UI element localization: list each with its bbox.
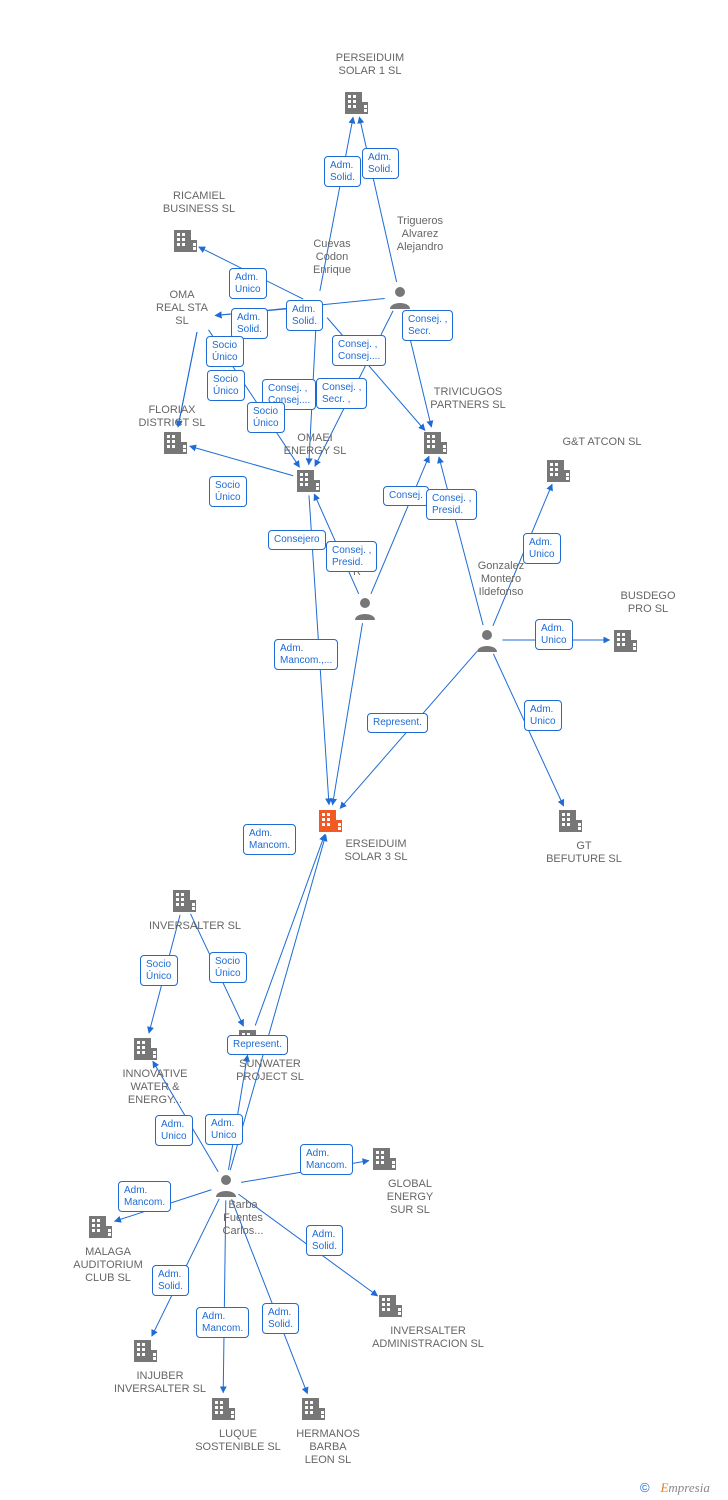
edge — [493, 654, 563, 806]
company-icon[interactable] — [614, 630, 637, 652]
edge — [371, 456, 429, 594]
company-icon[interactable] — [173, 890, 196, 912]
company-icon[interactable] — [212, 1398, 235, 1420]
edge — [241, 1161, 369, 1183]
edge — [223, 1200, 226, 1392]
company-icon[interactable] — [547, 460, 570, 482]
edge — [115, 1190, 212, 1221]
edge — [229, 1055, 248, 1170]
company-icon[interactable] — [134, 1340, 157, 1362]
edge — [190, 446, 293, 476]
company-icon[interactable] — [174, 230, 197, 252]
edge — [153, 1061, 218, 1171]
edge — [255, 834, 324, 1025]
person-icon[interactable] — [216, 1175, 236, 1197]
edge — [178, 332, 197, 427]
company-icon[interactable] — [239, 1030, 262, 1052]
edge — [309, 321, 316, 464]
edge — [309, 495, 329, 804]
edge — [340, 652, 477, 809]
watermark-rest: mpresia — [668, 1480, 709, 1495]
company-icon[interactable] — [379, 1295, 402, 1317]
edge — [230, 835, 326, 1170]
company-icon[interactable] — [134, 1038, 157, 1060]
company-icon[interactable] — [297, 470, 320, 492]
edge — [191, 914, 244, 1026]
watermark: © Empresia — [640, 1480, 710, 1496]
edge — [320, 117, 353, 291]
edge — [314, 494, 358, 594]
person-icon[interactable] — [477, 630, 497, 652]
edge — [232, 1199, 308, 1393]
edge — [215, 299, 384, 316]
edge — [149, 915, 180, 1033]
person-icon[interactable] — [390, 287, 410, 309]
company-icon[interactable] — [302, 1398, 325, 1420]
copyright-symbol: © — [640, 1480, 650, 1495]
company-icon[interactable] — [559, 810, 582, 832]
person-icon[interactable] — [355, 598, 375, 620]
edge — [404, 312, 432, 427]
edge — [439, 457, 483, 625]
company-icon[interactable] — [89, 1216, 112, 1238]
company-icon[interactable] — [424, 432, 447, 454]
edge — [199, 247, 303, 299]
graph-svg — [0, 0, 728, 1500]
edge — [315, 311, 393, 466]
edge — [238, 1194, 377, 1296]
edge — [359, 117, 396, 282]
company-icon[interactable] — [164, 432, 187, 454]
company-icon[interactable] — [373, 1148, 396, 1170]
edge — [152, 1199, 219, 1336]
edge — [209, 330, 300, 467]
edge — [493, 484, 552, 626]
company-icon[interactable] — [345, 92, 368, 114]
edge — [333, 623, 363, 805]
company-icon[interactable] — [319, 810, 342, 832]
